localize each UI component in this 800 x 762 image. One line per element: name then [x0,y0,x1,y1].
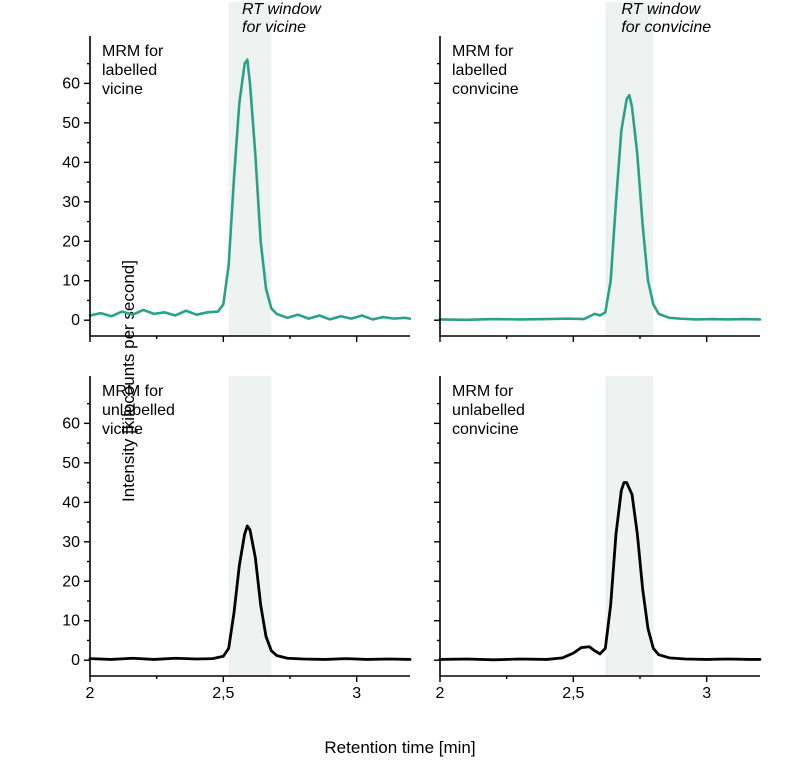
panel-label-line: MRM for [102,43,164,60]
rt-window-header-line: for vicine [242,19,306,36]
chromatogram-panel: 010203040506022,53MRM forunlabelledvicin… [90,376,410,676]
panel-label-line: unlabelled [102,402,175,419]
panel-label-line: vicine [102,81,143,98]
y-tick-label: 30 [62,534,80,551]
x-tick-label: 3 [702,685,711,702]
y-tick-label: 20 [62,573,80,590]
panel-label-line: vicine [102,421,143,438]
rt-window-band [605,376,653,676]
chromatogram-figure: Intensity [kilocounts per second] Retent… [0,0,800,762]
panel-label-line: labelled [452,62,507,79]
x-tick-label: 2 [86,685,95,702]
y-tick-label: 60 [62,75,80,92]
chromatogram-panel: 0102030405060MRM forlabelledvicineRT win… [90,36,410,336]
panel-label-line: MRM for [102,383,164,400]
y-tick-label: 40 [62,494,80,511]
y-tick-label: 10 [62,273,80,290]
panel-label-line: MRM for [452,43,514,60]
panel-label-line: unlabelled [452,402,525,419]
x-tick-label: 3 [352,685,361,702]
rt-window-header-line: for convicine [621,19,711,36]
y-tick-label: 60 [62,415,80,432]
y-tick-label: 0 [71,312,80,329]
y-tick-label: 30 [62,194,80,211]
y-tick-label: 50 [62,115,80,132]
panel-label-line: MRM for [452,383,514,400]
chromatogram-trace [440,483,760,660]
chromatogram-trace [440,95,760,320]
rt-window-band [605,2,653,336]
panel-label-line: convicine [452,421,519,438]
y-tick-label: 40 [62,154,80,171]
panel-label-line: convicine [452,81,519,98]
chromatogram-panel: MRM forlabelledconvicineRT windowfor con… [440,36,760,336]
chromatogram-panel: 22,53MRM forunlabelledconvicine [440,376,760,676]
panel-label-line: labelled [102,62,157,79]
y-tick-label: 50 [62,455,80,472]
y-tick-label: 10 [62,613,80,630]
rt-window-header-line: RT window [621,1,701,18]
x-axis-label: Retention time [min] [324,738,475,758]
y-tick-label: 20 [62,233,80,250]
x-tick-label: 2 [436,685,445,702]
y-tick-label: 0 [71,652,80,669]
x-tick-label: 2,5 [562,685,584,702]
rt-window-header-line: RT window [242,1,322,18]
x-tick-label: 2,5 [212,685,234,702]
